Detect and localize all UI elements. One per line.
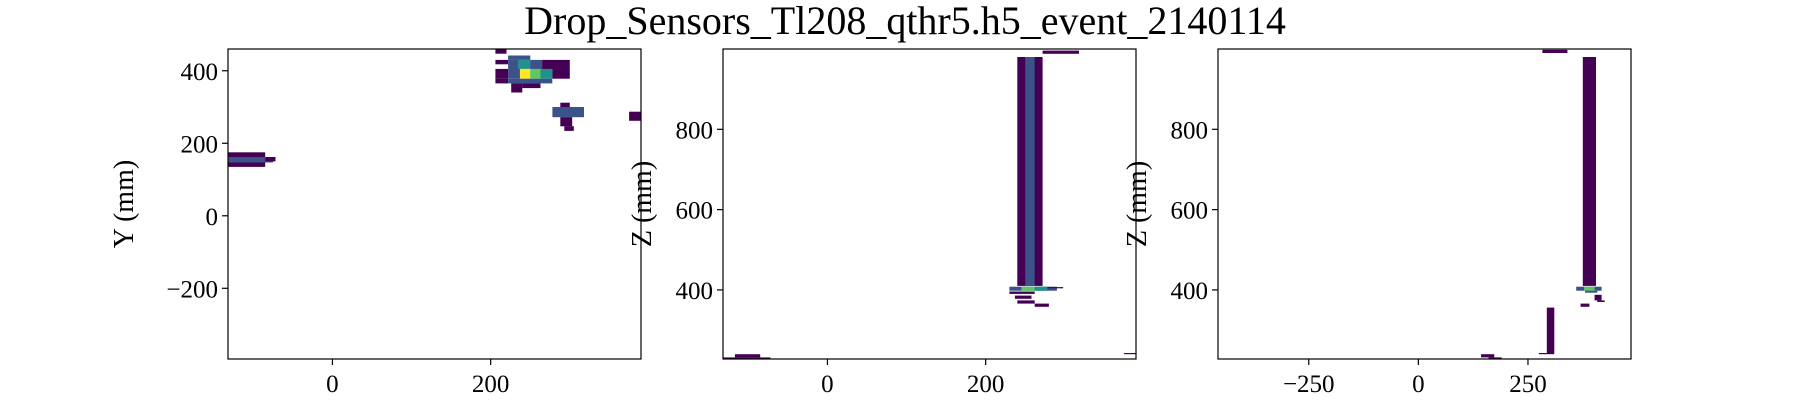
heatmap-cell [564,126,574,131]
y-tick-label: 600 [676,198,714,225]
heatmap-cell [1009,291,1035,294]
plot-frame [1217,48,1632,360]
y-tick-label: 800 [676,117,714,144]
heatmap-cell [530,68,541,79]
heatmap-cell [1017,300,1035,304]
heatmap-cell [265,157,276,162]
heatmap-cell [1047,287,1064,289]
heatmap-cell [519,78,553,84]
x-tick-label: 0 [326,371,339,398]
heatmap-cell [508,55,531,60]
heatmap-cell [629,111,641,121]
y-tick-label: 0 [206,204,219,231]
heatmap-cell [1582,57,1596,286]
heatmap-cell [228,152,266,158]
panels: 0 200 −200 0 200 400 Y (mm) 0 200 400 600 800 Z (mm)… [109,48,1632,398]
heatmap-cell [495,68,509,79]
heatmap-cell [228,157,274,163]
heatmap-cell [228,162,266,167]
heatmap-cell [542,59,570,69]
heatmap-panel-3: −250 0 250 400 600 800 Z (mm) [1122,48,1632,398]
x-tick-label: 250 [1509,371,1547,398]
y-axis-label: Z (mm) [1122,161,1153,247]
figure-title: Drop_Sensors_Tl208_qthr5.h5_event_214011… [524,0,1286,43]
y-tick-label: 400 [181,59,219,86]
plot-frame [227,48,642,360]
heatmap-cell [552,68,570,79]
heatmap-panel-1: 0 200 −200 0 200 400 Y (mm) [109,48,642,398]
y-tick-label: 800 [1171,117,1209,144]
heatmap-cell [1025,57,1035,286]
y-tick-label: 200 [181,131,219,158]
heatmap-cell [1481,354,1495,358]
heatmap-cell [1538,353,1555,355]
heatmap-cell [495,59,509,65]
heatmap-cell [508,59,519,69]
heatmap-cell [519,68,531,79]
x-tick-label: 200 [472,371,510,398]
heatmap-cell [1034,303,1049,307]
heatmap-cell [495,78,509,84]
y-tick-label: 400 [1171,278,1209,305]
heatmap-cell [1580,303,1590,307]
heatmap-cell [508,78,520,84]
heatmap-cell [530,59,543,69]
x-tick-label: −250 [1283,371,1335,398]
heatmap-cell [495,49,507,54]
heatmap-cell [723,357,771,359]
y-axis-label: Z (mm) [627,161,658,247]
heatmap-cell [518,59,531,69]
y-tick-label: 600 [1171,198,1209,225]
x-tick-label: 0 [821,371,834,398]
heatmap-cell [522,83,541,89]
y-tick-label: 400 [676,278,714,305]
heatmap-cell [560,117,573,127]
heatmap-cell [552,107,584,118]
plot-frame [722,48,1137,360]
heatmap-cell [508,68,520,79]
heatmap-cell [1597,300,1605,302]
y-axis-label: Y (mm) [109,160,140,248]
heatmap-cell [1546,307,1555,353]
heatmap-cell [540,68,553,79]
heatmap-cell [734,354,761,358]
heatmap-cell [511,83,523,93]
heatmap-cell [1014,295,1032,299]
heatmap-cell [1488,357,1502,359]
heatmap-cell [1542,49,1568,53]
x-tick-label: 200 [967,371,1005,398]
y-tick-label: −200 [166,276,218,303]
x-tick-label: 0 [1412,371,1425,398]
heatmap-cell [1585,290,1598,293]
heatmap-panel-2: 0 200 400 600 800 Z (mm) [627,48,1137,398]
heatmap-cell [1124,353,1136,355]
heatmap-cell [1584,286,1595,291]
heatmap-cell [1594,294,1602,301]
heatmap-cell [1042,50,1079,54]
heatmap-cell [1021,286,1035,291]
heatmap-cell [1034,286,1048,291]
heatmap-cell [560,102,570,108]
